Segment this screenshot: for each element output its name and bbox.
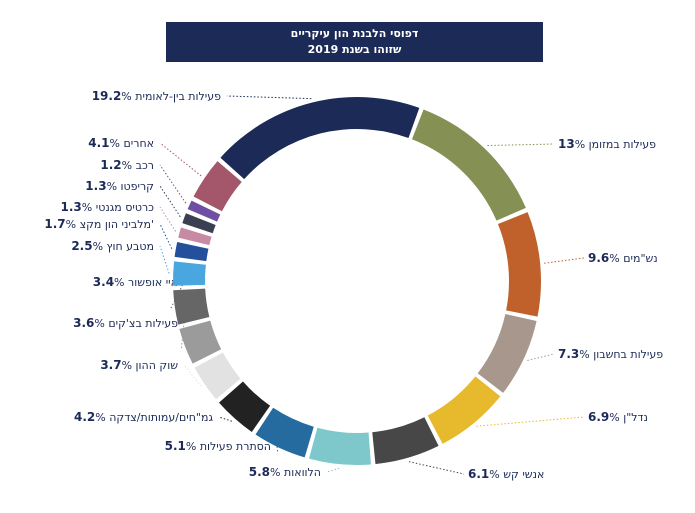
- leader-line: [159, 223, 173, 249]
- leader-line: [527, 353, 555, 361]
- donut-slice: [372, 417, 439, 465]
- donut-slice: [187, 200, 221, 222]
- leader-line: [276, 445, 279, 452]
- leader-line: [487, 143, 555, 147]
- leader-line: [183, 364, 202, 387]
- donut-slice: [173, 288, 210, 325]
- leader-line: [159, 245, 170, 274]
- donut-slice: [178, 227, 212, 246]
- donut-slice: [193, 161, 242, 212]
- slice-label: 6.1% אנשי קש: [468, 467, 544, 481]
- donut-slice: [174, 241, 209, 262]
- leader-line: [326, 467, 340, 473]
- chart-title: דפוסי הלבנת הון עיקריים: [290, 27, 419, 40]
- slice-label: 9.6% נש"מים: [588, 251, 658, 265]
- leader-line: [544, 257, 585, 264]
- slice-label: 1.3% קריפטו: [85, 179, 154, 193]
- slice-label: 5.8% הלוואות: [249, 465, 321, 479]
- leader-line: [476, 416, 585, 427]
- leader-line: [159, 185, 181, 218]
- slice-label: 13% פעילות במזומן: [558, 137, 656, 151]
- leader-line: [159, 164, 187, 204]
- slice-label: 3.4% איי אופשור: [93, 275, 178, 289]
- leader-line: [180, 322, 185, 349]
- slice-label: 3.6% פעילות בצ'קים: [73, 316, 178, 330]
- leader-line: [170, 281, 185, 309]
- donut-slice: [218, 381, 271, 432]
- donut-slice: [427, 376, 501, 444]
- slice-label: 4.1% אחרים: [88, 136, 154, 150]
- slice-label: 1.3% כרטיס מגנטי: [61, 200, 155, 214]
- donut-slice: [497, 212, 541, 317]
- leader-line: [218, 416, 232, 422]
- chart-title-box: דפוסי הלבנת הון עיקריים שזוהו בשנת 2019: [166, 22, 543, 62]
- donut-slice: [179, 320, 222, 364]
- slice-label: 1.2% רכב: [100, 158, 154, 172]
- slice-label: 5.1% הסתרת פעילות: [165, 439, 271, 453]
- donut-slice: [477, 314, 537, 393]
- donut-slice: [220, 96, 420, 180]
- donut-slice: [182, 213, 216, 234]
- leader-line: [159, 206, 177, 232]
- slice-label: 1.7% מלביני הון מקצ': [44, 217, 154, 231]
- donut-slice: [194, 352, 241, 400]
- slice-label: 19.2% פעילות בין-לאומית: [92, 89, 221, 103]
- slice-label: 6.9% נדל"ן: [588, 410, 648, 424]
- donut-slice: [411, 109, 526, 221]
- donut-slice: [173, 261, 206, 286]
- leader-line: [408, 461, 465, 475]
- leader-line: [159, 142, 202, 177]
- slice-label: 3.7% שוק ההון: [100, 358, 178, 372]
- donut-slice: [309, 427, 371, 465]
- slice-label: 7.3% פעילות בחשבון: [558, 347, 663, 361]
- slice-label: 2.5% מטבע חוץ: [71, 239, 154, 253]
- chart-subtitle: שזוהו בשנת 2019: [307, 43, 402, 56]
- donut-slice: [255, 407, 314, 458]
- slice-label: 4.2% גמ"חים/עמותות/צדקה: [74, 410, 213, 424]
- leader-line: [226, 95, 312, 100]
